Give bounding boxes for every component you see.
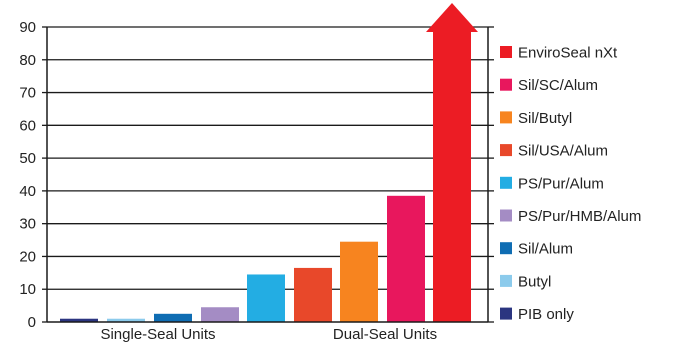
legend-swatch	[500, 176, 512, 189]
legend-label: Sil/SC/Alum	[518, 77, 598, 94]
y-tick-label: 10	[19, 281, 36, 298]
legend-swatch	[500, 78, 512, 91]
legend-swatch	[500, 307, 512, 320]
legend-swatch	[500, 242, 512, 255]
legend-label: Sil/USA/Alum	[518, 143, 608, 160]
legend-swatch	[500, 144, 512, 157]
legend: EnviroSeal nXt Sil/SC/Alum Sil/Butyl Sil/US…	[500, 45, 641, 323]
legend-swatch	[500, 111, 512, 124]
category-label-single-seal: Single-Seal Units	[100, 326, 215, 343]
bar-butyl	[107, 318, 145, 322]
legend-label: Sil/Alum	[518, 241, 573, 258]
bar-ps-pur-alum	[247, 274, 285, 322]
bar-sil-sc-alum	[387, 195, 425, 322]
legend-label: EnviroSeal nXt	[518, 45, 618, 62]
legend-swatch	[500, 274, 512, 287]
bar-ps-pur-hmb-alum	[201, 307, 239, 322]
axes	[46, 26, 494, 323]
y-tick-label: 30	[19, 216, 36, 233]
bar-pib-only	[60, 318, 98, 322]
y-tick-label: 20	[19, 248, 36, 265]
y-tick-label: 90	[19, 19, 36, 36]
category-label-dual-seal: Dual-Seal Units	[333, 326, 437, 343]
y-tick-label: 70	[19, 85, 36, 102]
y-tick-label: 80	[19, 52, 36, 69]
y-tick-label: 60	[19, 117, 36, 134]
bars	[60, 3, 478, 322]
bar-sil-butyl	[340, 241, 378, 322]
legend-label: PS/Pur/HMB/Alum	[518, 208, 641, 225]
y-axis-ticks: 0 10 20 30 40 50 60 70 80 90	[19, 19, 47, 331]
legend-swatch	[500, 209, 512, 222]
y-tick-label: 0	[28, 314, 36, 331]
legend-label: PIB only	[518, 306, 574, 323]
bar-sil-usa-alum	[294, 267, 332, 322]
legend-label: Sil/Butyl	[518, 110, 572, 127]
legend-label: Butyl	[518, 273, 551, 290]
legend-swatch	[500, 46, 512, 58]
bar-arrow-enviroseal-nxt	[426, 3, 478, 322]
y-tick-label: 50	[19, 150, 36, 167]
bar-sil-alum	[154, 313, 192, 322]
y-tick-label: 40	[19, 183, 36, 200]
legend-label: PS/Pur/Alum	[518, 175, 604, 192]
gridlines	[47, 26, 488, 290]
category-labels: Single-Seal Units Dual-Seal Units	[100, 326, 437, 343]
